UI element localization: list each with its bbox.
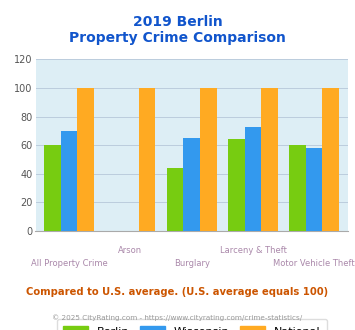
Text: 2019 Berlin: 2019 Berlin [133, 15, 222, 29]
Text: © 2025 CityRating.com - https://www.cityrating.com/crime-statistics/: © 2025 CityRating.com - https://www.city… [53, 314, 302, 321]
Legend: Berlin, Wisconsin, National: Berlin, Wisconsin, National [56, 319, 327, 330]
Text: All Property Crime: All Property Crime [31, 259, 108, 268]
Text: Compared to U.S. average. (U.S. average equals 100): Compared to U.S. average. (U.S. average … [26, 287, 329, 297]
Bar [200, 88, 217, 231]
Text: Burglary: Burglary [174, 259, 210, 268]
Bar [44, 145, 61, 231]
Text: Arson: Arson [118, 246, 142, 255]
Text: Property Crime Comparison: Property Crime Comparison [69, 31, 286, 45]
Bar [61, 131, 77, 231]
Bar [139, 88, 155, 231]
Text: Motor Vehicle Theft: Motor Vehicle Theft [273, 259, 355, 268]
Bar [245, 127, 261, 231]
Bar [184, 138, 200, 231]
Bar [306, 148, 322, 231]
Bar [167, 168, 184, 231]
Text: Larceny & Theft: Larceny & Theft [219, 246, 286, 255]
Bar [77, 88, 94, 231]
Bar [289, 145, 306, 231]
Bar [322, 88, 339, 231]
Bar [228, 140, 245, 231]
Bar [261, 88, 278, 231]
